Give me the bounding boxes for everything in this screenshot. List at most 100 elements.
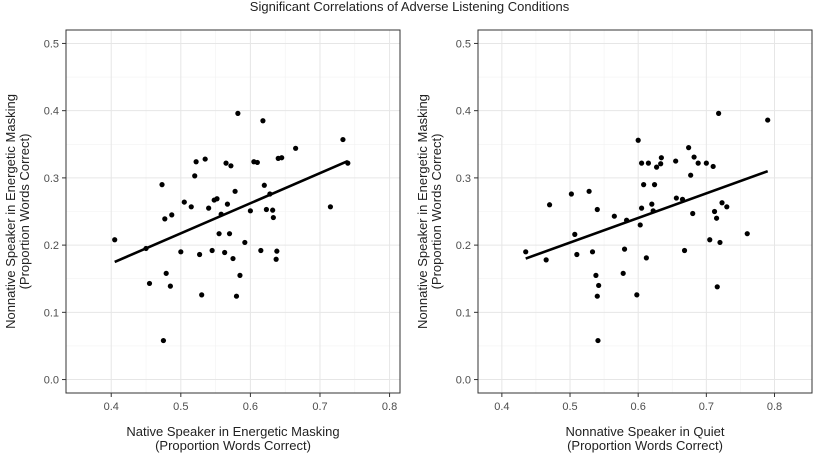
panel1-data-point [261, 182, 267, 188]
panel2-data-point [686, 145, 692, 151]
panel1-data-point [188, 204, 194, 210]
panel1-data-point [216, 231, 222, 237]
panel1-data-point [235, 110, 241, 116]
panel1-data-point [214, 196, 220, 202]
panel1-data-point [206, 205, 212, 211]
panel1-x-tick-label: 0.4 [104, 401, 119, 413]
panel2-data-point [543, 257, 549, 263]
panel2-x-tick-label: 0.4 [494, 401, 509, 413]
panel2-data-point [711, 208, 718, 215]
panel1-data-point [233, 293, 240, 299]
panel1-data-point [263, 206, 269, 213]
panel2-x-tick-label: 0.7 [699, 401, 714, 413]
panel2-data-point [593, 272, 599, 278]
panel2-data-point [574, 251, 580, 258]
panel2-data-point [572, 231, 578, 237]
panel1-data-point [146, 280, 153, 287]
panel2-data-point [653, 164, 660, 170]
panel1-data-point [327, 204, 334, 210]
panel1-plot-border [65, 29, 401, 394]
panel2-y-tick-label: 0.0 [456, 375, 471, 387]
panel2-data-point [651, 182, 658, 188]
panel2-x-axis-label-line1: Nonnative Speaker in Quiet [566, 424, 725, 439]
panel2-data-point [596, 282, 602, 289]
panel2-y-tick-label: 0.2 [456, 240, 471, 252]
panel2-data-point [643, 255, 649, 261]
panel2-x-tick-label: 0.5 [562, 401, 577, 413]
panel2-data-point [716, 110, 722, 116]
panel2-y-tick-label: 0.3 [456, 173, 471, 185]
panel1-data-point [209, 247, 215, 254]
panel1-data-point [202, 156, 208, 162]
panel2-data-point [594, 293, 600, 299]
panel2-data-point [586, 188, 592, 194]
panel2-data-point [568, 191, 574, 197]
panel1-x-tick-label: 0.6 [243, 401, 258, 413]
panel1-data-point [112, 237, 118, 243]
panel1-trend-line [114, 159, 349, 264]
panel1-data-point [223, 160, 229, 166]
panel2-data-point [635, 137, 641, 143]
panel1-x-tick-label: 0.5 [173, 401, 188, 413]
panel2-data-point [634, 292, 640, 298]
panel2-data-point [594, 206, 600, 213]
panel2-data-point [681, 247, 688, 254]
panel2-data-point [589, 249, 596, 255]
panel2-data-point [638, 160, 645, 166]
panel2-data-point [621, 246, 628, 252]
panel1-data-point [178, 249, 184, 255]
panel2-data-point [719, 200, 725, 206]
panel1-data-point [258, 247, 264, 254]
panel2-data-point [620, 270, 626, 276]
panel2-x-tick-label: 0.6 [631, 401, 646, 413]
panel1-data-point [230, 255, 236, 262]
panel2-x-axis-label-line2: (Proportion Words Correct) [567, 438, 723, 453]
panel2-plot-border [477, 29, 813, 394]
panel1-y-tick-label: 0.5 [44, 38, 59, 50]
panel2-data-point [523, 249, 529, 255]
panel2-data-point [649, 201, 655, 207]
panel1-data-point [169, 212, 175, 218]
panel1-data-point [270, 207, 276, 213]
panel1-y-axis-label-line2: (Proportion Words Correct) [17, 134, 32, 290]
panel2-data-point [710, 163, 716, 170]
panel2-data-point [637, 222, 643, 228]
panel1-data-point [279, 155, 285, 161]
panel2-x-tick-label: 0.8 [767, 401, 782, 413]
panel1-data-point [270, 214, 276, 221]
panel1-data-point [199, 292, 205, 298]
panel2-data-point [724, 204, 730, 210]
panel2-data-point [707, 237, 713, 243]
panel1-data-point [237, 272, 243, 278]
panel1-data-point [192, 173, 198, 179]
panel2-data-point [695, 160, 701, 166]
panel2-y-tick-label: 0.5 [456, 38, 471, 50]
figure-title: Significant Correlations of Adverse List… [249, 0, 570, 14]
panel1-y-tick-label: 0.1 [44, 307, 59, 319]
panel2-data-point [611, 213, 617, 219]
panel1-data-point [260, 118, 266, 124]
panel2-data-point [645, 160, 652, 166]
panel1-y-tick-label: 0.4 [44, 106, 59, 118]
panel1-data-point [181, 199, 187, 205]
panel1-y-tick-label: 0.0 [44, 375, 59, 387]
panel1-data-point [293, 145, 299, 151]
panel2-data-point [713, 215, 720, 221]
panel2-y-axis-label-line2: (Proportion Words Correct) [429, 134, 444, 290]
panel1-x-axis-label-line1: Native Speaker in Energetic Masking [126, 424, 339, 439]
panel1-x-tick-label: 0.8 [382, 401, 397, 413]
panel2-data-point [595, 337, 601, 344]
panel1-y-tick-label: 0.3 [44, 173, 59, 185]
panel2-data-point [765, 117, 771, 123]
panel1-data-point [193, 159, 199, 165]
panel1-data-point [274, 248, 280, 254]
panel1-data-point [242, 239, 248, 246]
panel1-data-point [226, 231, 233, 237]
panel2-data-point [690, 210, 696, 217]
panel1-y-tick-label: 0.2 [44, 240, 59, 252]
panel1-y-axis-label-line1: Nonnative Speaker in Energetic Masking [3, 94, 18, 329]
panel1-x-axis-label-line2: (Proportion Words Correct) [155, 438, 311, 453]
panel2-data-point [714, 284, 720, 290]
panel2-data-point [744, 231, 750, 237]
